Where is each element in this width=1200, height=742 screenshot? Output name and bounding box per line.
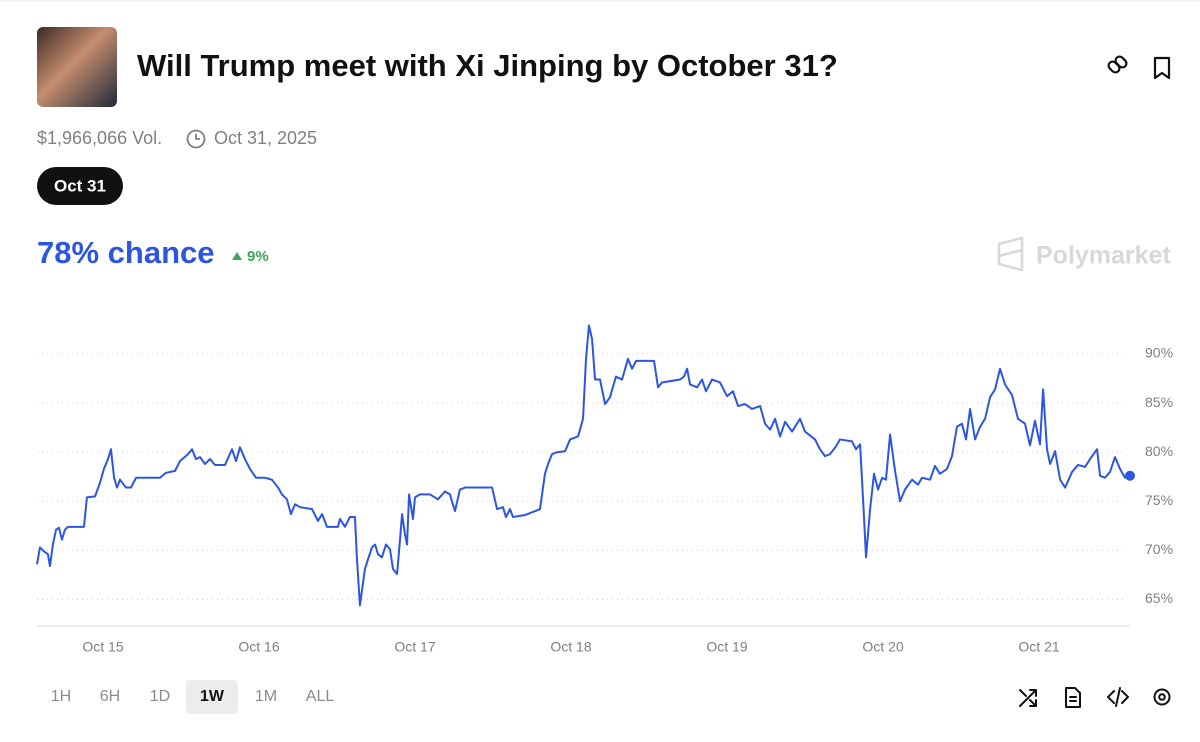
clock-icon xyxy=(186,129,206,149)
range-selected-bg[interactable] xyxy=(186,680,238,714)
market-image xyxy=(37,27,117,107)
market-title: Will Trump meet with Xi Jinping by Octob… xyxy=(137,48,838,83)
range-buttons: 1H 6H 1D 1W 1M ALL xyxy=(51,680,335,714)
settings-icon[interactable] xyxy=(1153,688,1171,706)
x-tick-label: Oct 15 xyxy=(82,639,123,655)
tool-icons xyxy=(1019,687,1171,708)
embed-icon[interactable] xyxy=(1107,687,1129,707)
range-button[interactable]: 6H xyxy=(100,688,120,705)
bookmark-icon[interactable] xyxy=(1153,56,1171,80)
last-point xyxy=(1125,470,1135,481)
date-tab-label[interactable]: Oct 31 xyxy=(54,176,106,195)
y-tick-label: 65% xyxy=(1145,590,1173,606)
range-button[interactable]: ALL xyxy=(306,688,335,705)
x-tick-label: Oct 17 xyxy=(394,639,435,655)
end-date: Oct 31, 2025 xyxy=(214,128,317,148)
y-tick-label: 75% xyxy=(1145,492,1173,508)
range-button[interactable]: 1D xyxy=(150,688,170,705)
range-button[interactable]: 1M xyxy=(255,688,277,705)
brand-logo xyxy=(997,236,1024,272)
brand: Polymarket xyxy=(1036,242,1171,270)
range-button[interactable]: 1H xyxy=(51,688,71,705)
chance: 78% chance xyxy=(37,235,215,270)
x-tick-label: Oct 18 xyxy=(550,639,591,655)
doc-icon[interactable] xyxy=(1065,687,1081,708)
price-line xyxy=(36,324,1131,607)
link-icon[interactable] xyxy=(1107,55,1128,74)
y-tick-label: 70% xyxy=(1145,541,1173,557)
y-tick-label: 85% xyxy=(1145,394,1173,410)
change: 9% xyxy=(247,248,269,265)
x-tick-label: Oct 19 xyxy=(706,639,747,655)
volume: $1,966,066 Vol. xyxy=(37,128,162,148)
shuffle-icon[interactable] xyxy=(1019,689,1037,707)
x-tick-label: Oct 20 xyxy=(862,639,903,655)
x-tick-label: Oct 21 xyxy=(1018,639,1059,655)
range-button[interactable]: 1W xyxy=(200,688,225,705)
date-tab[interactable] xyxy=(37,167,123,205)
x-tick-label: Oct 16 xyxy=(238,639,279,655)
y-tick-label: 80% xyxy=(1145,443,1173,459)
up-arrow xyxy=(232,252,242,260)
y-tick-label: 90% xyxy=(1145,345,1173,361)
